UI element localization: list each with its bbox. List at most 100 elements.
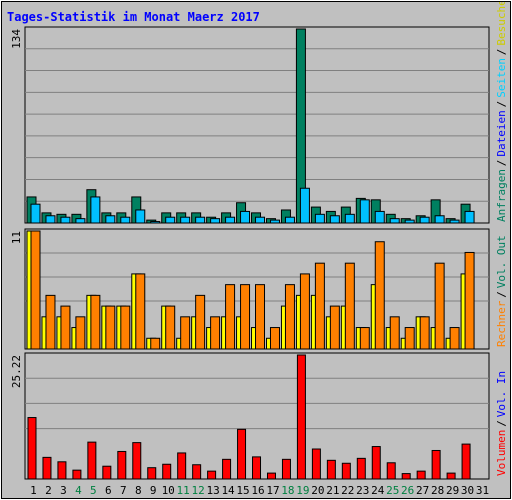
x-tick-label: 19 [296,484,309,497]
bar-volumen-day-13 [207,470,217,480]
x-tick-label: 21 [326,484,339,497]
x-tick-label: 2 [45,484,52,497]
panel-1: 134 [10,26,490,224]
bar-volumen-day-1 [27,417,37,480]
panel-3: 25.22 [10,352,490,480]
bar-dateien-day-7 [120,216,131,224]
x-tick-label: 13 [206,484,219,497]
x-tick-label: 6 [105,484,112,497]
bar-rechner-day-15 [240,284,251,350]
bar-rechner-day-13 [210,316,221,350]
bar-dateien-day-20 [314,213,325,224]
x-tick-label: 25 [386,484,399,497]
bar-rechner-day-8 [135,273,146,350]
x-tick-label: 3 [60,484,67,497]
legend-label: Besuche [495,2,508,46]
x-tick-label: 14 [221,484,235,497]
x-tick-label: 15 [236,484,249,497]
x-tick-label: 22 [341,484,354,497]
bar-rechner-day-18 [284,284,295,350]
bar-volumen-day-15 [237,428,247,480]
bar-volumen-day-3 [57,461,67,480]
x-tick-label: 17 [266,484,279,497]
bar-rechner-day-1 [30,230,41,350]
bar-dateien-day-21 [329,215,340,224]
bar-dateien-day-23 [359,199,370,224]
bar-volumen-day-23 [356,457,366,480]
legend-label: Anfragen [495,169,508,222]
bar-volumen-day-7 [117,450,127,480]
bar-rechner-day-27 [419,316,430,350]
x-tick-label: 9 [150,484,157,497]
bar-dateien-day-29 [449,219,460,224]
x-tick-label: 20 [311,484,324,497]
bar-rechner-day-19 [299,273,310,350]
legend-label: / [495,101,508,108]
bar-dateien-day-2 [45,215,56,224]
bar-rechner-day-7 [120,305,131,350]
bar-volumen-day-19 [296,354,306,480]
bar-dateien-day-19 [299,187,310,224]
legend-label: / [495,160,508,167]
bar-dateien-day-8 [135,209,146,224]
bar-volumen-day-16 [252,456,262,480]
x-tick-label: 8 [135,484,142,497]
x-tick-label: 5 [90,484,97,497]
x-tick-label: 23 [356,484,369,497]
legend-label: / [495,49,508,56]
bar-dateien-day-13 [210,218,221,224]
bar-volumen-day-22 [341,462,351,480]
legend-label: Rechner [495,300,508,347]
bar-dateien-day-6 [105,215,116,224]
bar-dateien-day-9 [150,221,161,224]
bar-rechner-day-23 [359,327,370,350]
bar-dateien-day-3 [60,216,71,224]
bar-rechner-day-24 [374,241,385,350]
bar-dateien-day-11 [180,216,191,224]
bar-dateien-day-17 [269,219,280,224]
legend-label: Volumen [495,430,508,476]
bar-dateien-day-5 [90,196,101,224]
bar-volumen-day-28 [431,449,441,480]
bar-dateien-day-1 [30,203,41,224]
bar-dateien-day-15 [240,210,251,224]
y-max-label: 11 [10,231,23,244]
bar-dateien-day-27 [419,216,430,224]
bar-volumen-day-18 [281,458,291,480]
x-tick-label: 31 [476,484,489,497]
bar-rechner-day-5 [90,294,101,350]
bar-rechner-day-21 [329,305,340,350]
bar-rechner-day-22 [344,262,355,350]
bar-rechner-day-28 [434,262,445,350]
bar-volumen-day-14 [222,458,232,480]
x-tick-label: 7 [120,484,127,497]
bar-volumen-day-26 [401,473,411,480]
bar-volumen-day-8 [132,442,142,480]
bar-volumen-day-4 [72,469,82,480]
bar-dateien-day-14 [225,216,236,224]
bar-dateien-day-16 [255,216,266,224]
bar-rechner-day-9 [150,337,161,350]
bar-rechner-day-3 [60,305,71,350]
bar-volumen-day-20 [311,448,321,480]
x-tick-label: 27 [416,484,429,497]
x-tick-label: 18 [281,484,294,497]
bar-dateien-day-28 [434,215,445,224]
bar-volumen-day-9 [147,467,157,480]
bar-rechner-day-25 [389,316,400,350]
bar-volumen-day-17 [266,472,276,480]
legend-label: Vol. Out [495,235,508,288]
bar-rechner-day-17 [269,327,280,350]
bar-dateien-day-18 [284,216,295,224]
bar-rechner-day-2 [45,294,56,350]
chart-title: Tages-Statistik im Monat Maerz 2017 [7,10,260,24]
x-tick-label: 1 [30,484,37,497]
bar-volumen-day-25 [386,462,396,480]
bar-rechner-day-16 [255,284,266,350]
x-tick-label: 12 [192,484,205,497]
bar-rechner-day-12 [195,294,206,350]
x-tick-label: 24 [371,484,385,497]
bar-volumen-day-10 [162,463,172,480]
x-tick-label: 26 [401,484,414,497]
